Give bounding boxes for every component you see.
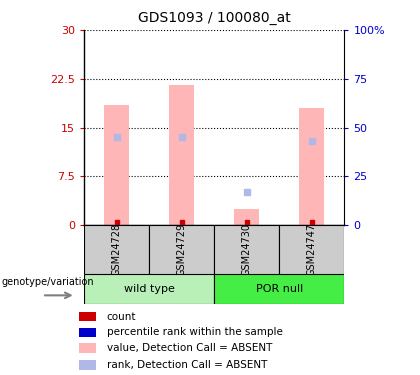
Bar xyxy=(79,328,96,337)
Text: genotype/variation: genotype/variation xyxy=(2,277,95,287)
Bar xyxy=(299,108,324,225)
Bar xyxy=(234,209,259,225)
Text: GSM24728: GSM24728 xyxy=(112,223,121,276)
Bar xyxy=(79,343,96,352)
Bar xyxy=(104,105,129,225)
Text: GSM24747: GSM24747 xyxy=(307,223,317,276)
Text: percentile rank within the sample: percentile rank within the sample xyxy=(107,327,283,337)
Text: GSM24729: GSM24729 xyxy=(177,223,186,276)
Bar xyxy=(84,225,149,274)
Title: GDS1093 / 100080_at: GDS1093 / 100080_at xyxy=(138,11,291,25)
Text: count: count xyxy=(107,312,136,322)
Bar xyxy=(149,225,214,274)
Bar xyxy=(79,312,96,321)
Text: value, Detection Call = ABSENT: value, Detection Call = ABSENT xyxy=(107,343,272,353)
Bar xyxy=(214,225,279,274)
Bar xyxy=(79,360,96,370)
Text: POR null: POR null xyxy=(256,284,303,294)
Bar xyxy=(279,225,344,274)
Text: GSM24730: GSM24730 xyxy=(242,223,252,276)
Text: wild type: wild type xyxy=(123,284,175,294)
Bar xyxy=(84,274,214,304)
Bar xyxy=(214,274,344,304)
Text: rank, Detection Call = ABSENT: rank, Detection Call = ABSENT xyxy=(107,360,267,370)
Bar xyxy=(169,85,194,225)
